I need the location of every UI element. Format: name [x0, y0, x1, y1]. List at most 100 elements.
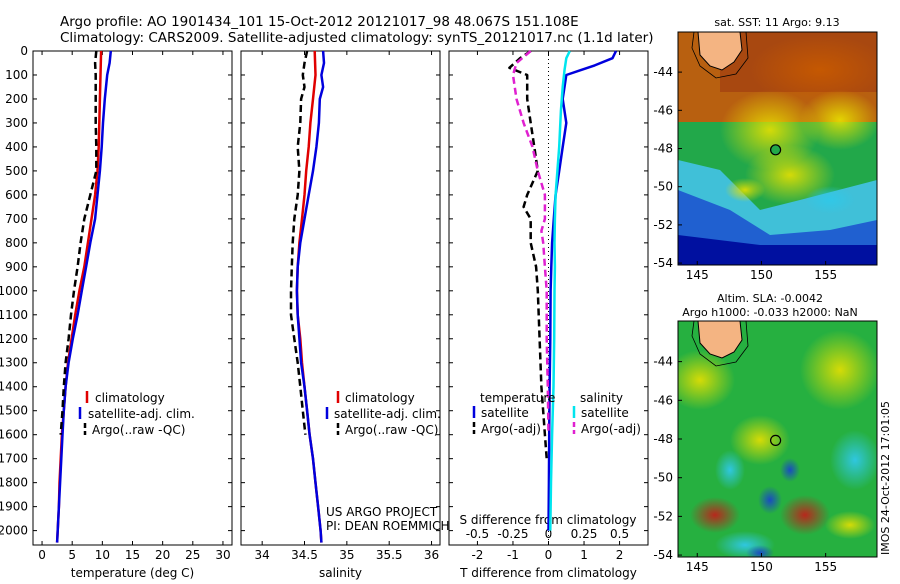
imos-timestamp: IMOS 24-Oct-2012 17:01:05 — [879, 401, 892, 555]
legend-label-climatology: climatology — [95, 391, 165, 405]
x-tick-label: 20 — [155, 548, 170, 562]
sla-map-title-line1: Altim. SLA: -0.0042 — [717, 292, 823, 305]
x-tick-label: 0 — [38, 548, 46, 562]
depth-tick-label: 1300 — [0, 356, 28, 370]
map-y-tick-label: -48 — [653, 142, 673, 156]
s-tick-label: 0.25 — [571, 527, 598, 541]
map-y-tick-label: -52 — [653, 218, 673, 232]
series-line-salinity_argo — [511, 50, 550, 435]
depth-tick-label: 1700 — [0, 452, 28, 466]
map-y-tick-label: -48 — [653, 432, 673, 446]
x-tick-label: 35.5 — [376, 548, 403, 562]
depth-tick-label: 800 — [5, 236, 28, 250]
s-tick-label: -0.5 — [466, 527, 489, 541]
sst-field — [678, 32, 877, 265]
sla-map: 145 150 155 -44 -46 -48 -50 -52 -54 — [653, 320, 878, 574]
depth-tick-label: 1100 — [0, 308, 28, 322]
depth-tick-label: 400 — [5, 140, 28, 154]
legend-header-temperature: temperature — [480, 391, 555, 405]
sla-argo-marker — [769, 434, 782, 446]
map-y-tick-label: -54 — [653, 256, 673, 270]
sst-map-title: sat. SST: 11 Argo: 9.13 — [714, 16, 839, 29]
legend-header-salinity: salinity — [580, 391, 623, 405]
x-tick-label: -2 — [471, 548, 483, 562]
x-tick-label: 5 — [68, 548, 76, 562]
difference-legend: temperature salinity satellite Argo(-adj… — [472, 391, 641, 436]
legend-label-climatology: climatology — [345, 391, 415, 405]
sst-map: 145 150 155 -44 -46 -48 -50 -52 -54 — [653, 31, 878, 282]
x-tick-label: 34 — [255, 548, 270, 562]
x-tick-label: 25 — [185, 548, 200, 562]
depth-tick-label: 2000 — [0, 524, 28, 538]
legend-label-t-satellite: satellite — [481, 406, 529, 420]
x-tick-label: 2 — [616, 548, 624, 562]
x-tick-label: 36 — [424, 548, 439, 562]
depth-axis: 0 100 200 300 400 500 600 700 800 900 1000 1100 1200… — [0, 44, 28, 538]
legend-label-s-satellite: satellite — [581, 406, 629, 420]
depth-tick-label: 1600 — [0, 428, 28, 442]
project-credit: US ARGO PROJECT — [326, 505, 438, 519]
series-line-argo — [59, 50, 98, 435]
x-axis-label: temperature (deg C) — [71, 566, 194, 580]
pi-credit: PI: DEAN ROEMMICH — [326, 519, 449, 533]
map-x-tick-label: 145 — [686, 560, 709, 574]
depth-tick-label: 1800 — [0, 476, 28, 490]
temperature-legend: climatology satellite-adj. clim. Argo(..… — [78, 391, 195, 437]
depth-tick-label: 1400 — [0, 380, 28, 394]
map-x-tick-label: 155 — [814, 268, 837, 282]
depth-tick-label: 300 — [5, 116, 28, 130]
map-x-tick-label: 145 — [686, 268, 709, 282]
map-y-tick-label: -50 — [653, 180, 673, 194]
legend-label-argo: Argo(..raw -QC) — [345, 423, 438, 437]
depth-tick-label: 1900 — [0, 500, 28, 514]
map-x-tick-label: 150 — [750, 560, 773, 574]
x-tick-label: 30 — [215, 548, 230, 562]
legend-label-satellite: satellite-adj. clim. — [88, 407, 195, 421]
depth-tick-label: 900 — [5, 260, 28, 274]
depth-tick-label: 0 — [20, 44, 28, 58]
series-line-salinity_satellite — [549, 50, 571, 531]
series-line-satellite — [295, 50, 326, 543]
depth-tick-label: 1200 — [0, 332, 28, 346]
map-y-tick-label: -44 — [653, 65, 673, 79]
salinity-legend: climatology satellite-adj. clim. Argo(..… — [325, 391, 441, 437]
map-y-tick-label: -54 — [653, 548, 673, 562]
x-tick-label: 35 — [339, 548, 354, 562]
depth-tick-label: 1500 — [0, 404, 28, 418]
sst-argo-marker — [769, 144, 782, 156]
legend-label-s-argo: Argo(-adj) — [581, 422, 641, 436]
series-line-satellite — [55, 50, 113, 543]
x-tick-label: 1 — [580, 548, 588, 562]
depth-tick-label: 700 — [5, 212, 28, 226]
salinity-profile-panel: 34 34.5 35 35.5 36 salinity — [240, 50, 441, 580]
x-tick-label: 15 — [125, 548, 140, 562]
sla-field — [678, 321, 877, 557]
depth-tick-label: 500 — [5, 164, 28, 178]
x-tick-label: 10 — [95, 548, 110, 562]
x-tick-label: 0 — [545, 548, 553, 562]
sst-map-axes: 145 150 155 -44 -46 -48 -50 -52 -54 — [653, 65, 837, 282]
sla-map-title-line2: Argo h1000: -0.033 h2000: NaN — [682, 306, 858, 319]
series-line-argo — [289, 50, 309, 435]
plot-frame — [240, 50, 441, 546]
x-tick-label: -1 — [507, 548, 519, 562]
figure-title-line1: Argo profile: AO 1901434_101 15-Oct-2012… — [60, 14, 579, 30]
map-y-tick-label: -46 — [653, 393, 673, 407]
series-line-argo — [508, 49, 548, 459]
temperature-profile-panel: 0 5 10 15 20 25 30 temperature (deg C) — [32, 50, 233, 580]
depth-tick-label: 200 — [5, 92, 28, 106]
s-tick-label: 0 — [545, 527, 553, 541]
map-y-tick-label: -46 — [653, 103, 673, 117]
s-tick-label: -0.25 — [497, 527, 528, 541]
figure-title-line2: Climatology: CARS2009. Satellite-adjuste… — [60, 30, 653, 46]
depth-tick-label: 100 — [5, 68, 28, 82]
map-y-tick-label: -44 — [653, 355, 673, 369]
s-tick-label: 0.5 — [610, 527, 629, 541]
x-axis-label: T difference from climatology — [459, 566, 637, 580]
legend-label-satellite: satellite-adj. clim. — [334, 407, 441, 421]
plot-frame — [32, 50, 233, 546]
map-x-tick-label: 150 — [750, 268, 773, 282]
map-y-tick-label: -52 — [653, 509, 673, 523]
